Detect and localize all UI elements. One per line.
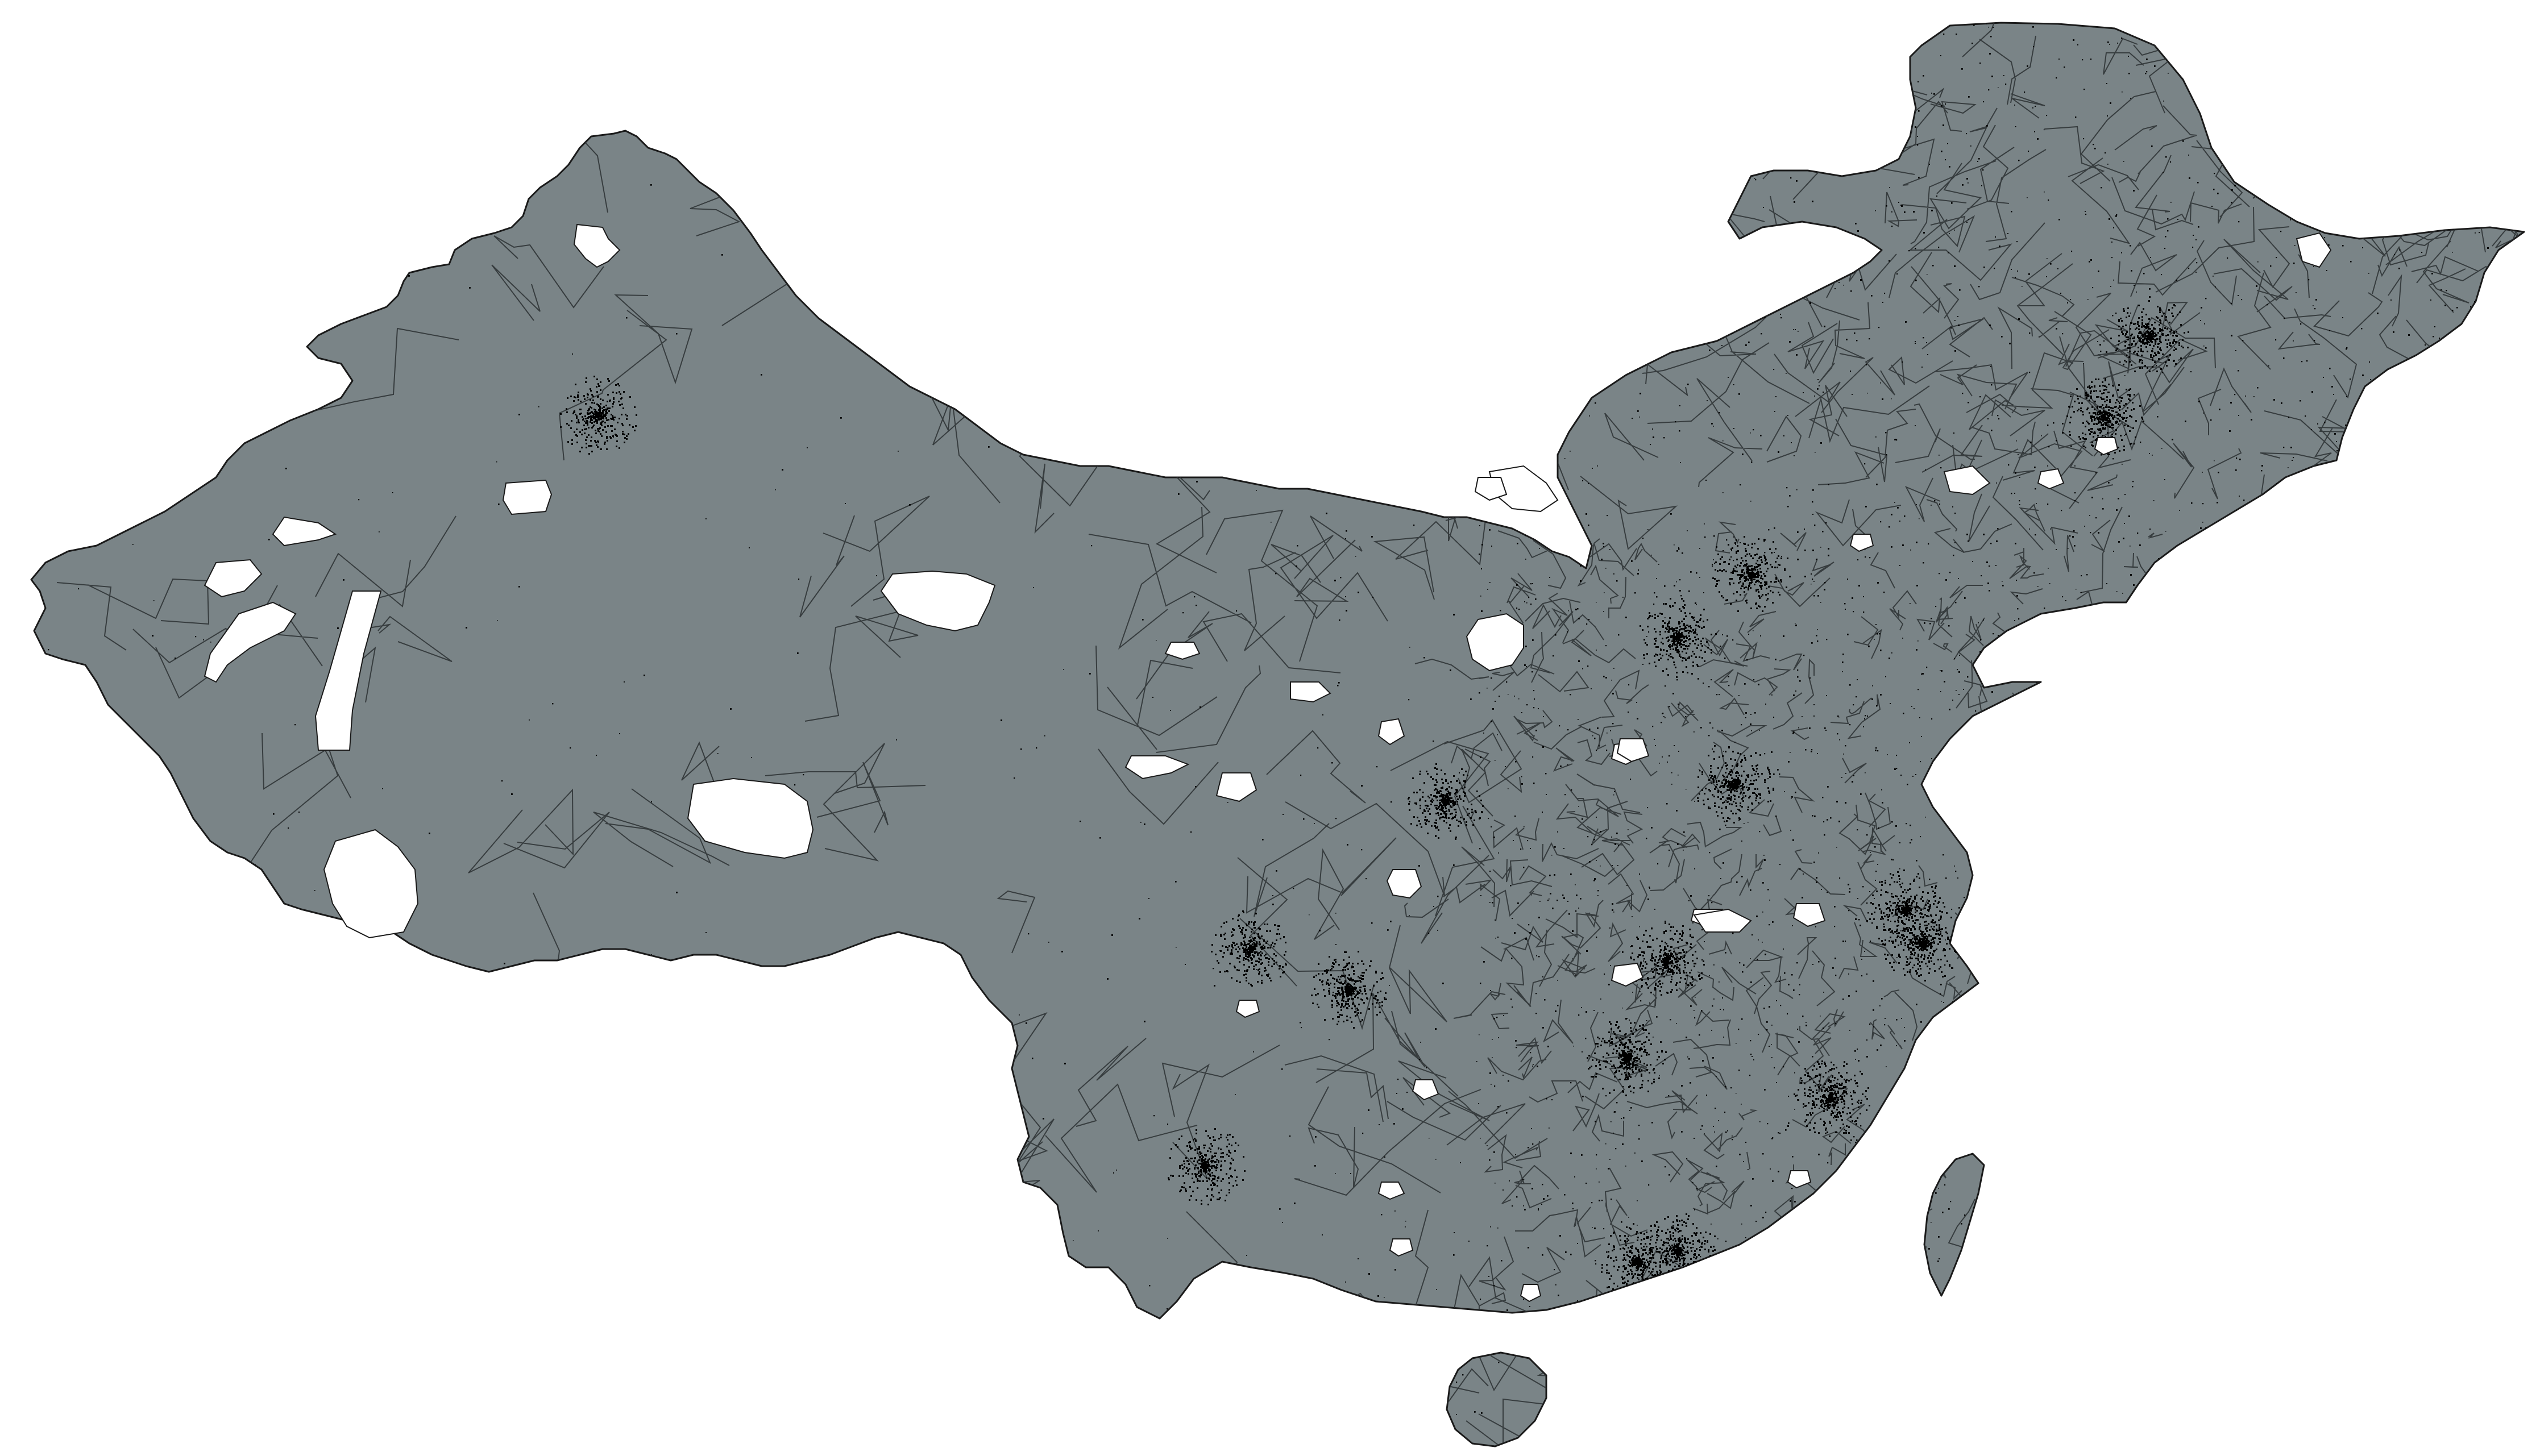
lake (2094, 437, 2119, 456)
lake (1616, 738, 1650, 763)
lake (1849, 534, 1874, 552)
lake (204, 601, 297, 683)
lake (314, 590, 382, 751)
taiwan-island (1923, 1153, 1985, 1297)
lake (573, 223, 621, 268)
lake (1693, 908, 1752, 933)
lake (2296, 232, 2332, 268)
mainland-landmass (30, 22, 2525, 1320)
lake (1389, 1238, 1414, 1257)
lake (1792, 903, 1826, 927)
lake (687, 777, 814, 859)
lake (1787, 1170, 1812, 1189)
lake (1611, 962, 1644, 987)
lake (1235, 1000, 1260, 1018)
lake (880, 570, 996, 632)
lake (1412, 1079, 1439, 1101)
lake (1520, 1284, 1542, 1303)
lake (272, 516, 337, 547)
lake (1943, 465, 1991, 496)
lake (502, 479, 553, 515)
lake (1474, 477, 1508, 501)
lake (1386, 869, 1422, 899)
lake (323, 829, 419, 939)
inland-lakes (204, 223, 2332, 1303)
lake (1466, 613, 1524, 672)
lake (1215, 772, 1257, 802)
lake (2037, 468, 2065, 490)
lake (1164, 642, 1201, 660)
lake (1290, 681, 1331, 703)
lake (1377, 718, 1405, 746)
lake (204, 559, 263, 598)
hainan-island (1446, 1351, 1547, 1447)
lake (1124, 755, 1190, 780)
lake (1377, 1182, 1405, 1200)
